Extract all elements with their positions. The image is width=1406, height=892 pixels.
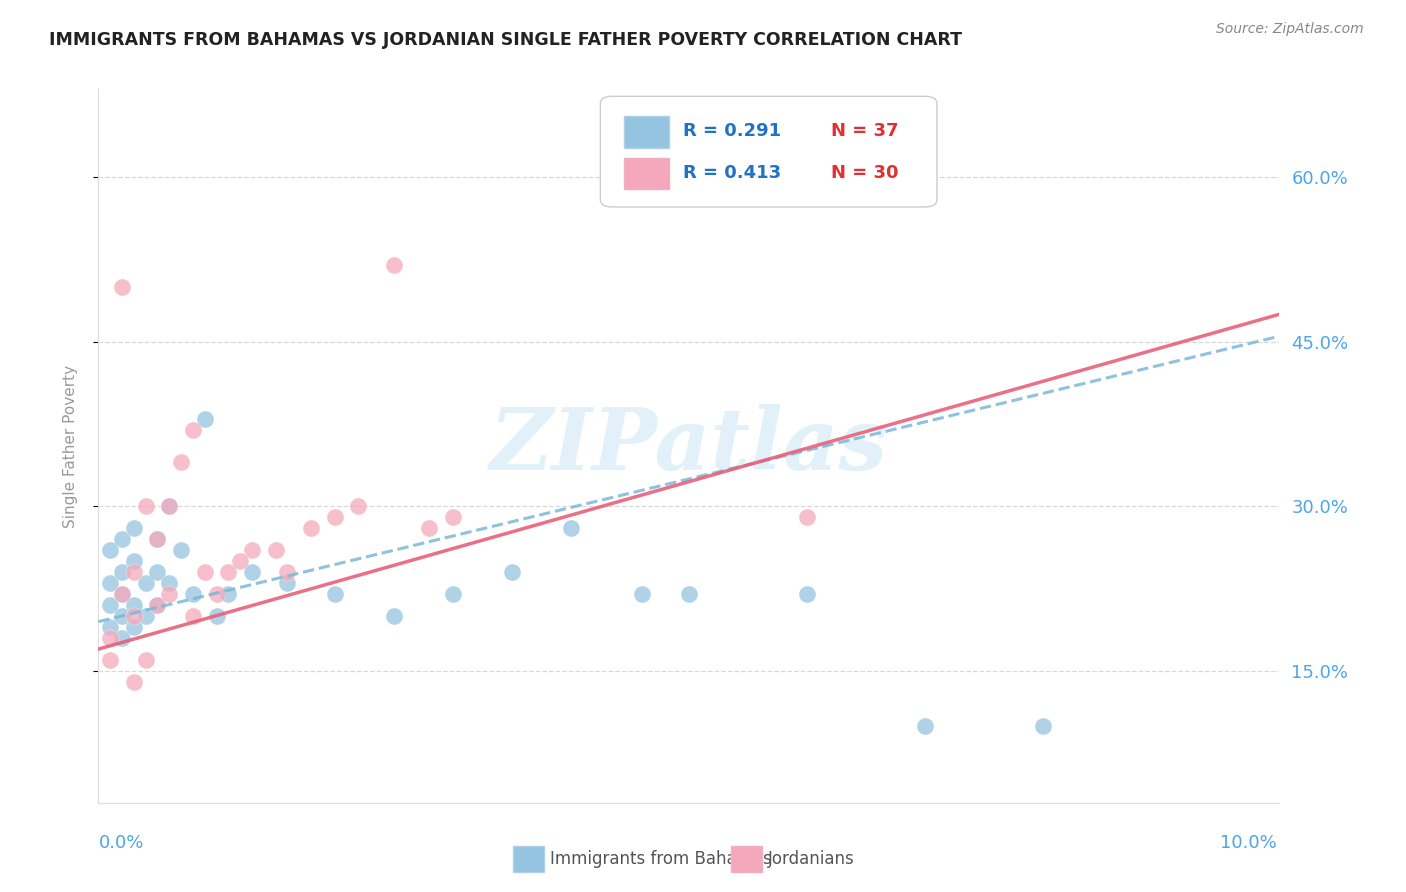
Point <box>382 258 405 272</box>
Point <box>157 500 180 514</box>
Point <box>170 543 193 558</box>
Point <box>98 598 121 612</box>
FancyBboxPatch shape <box>600 96 936 207</box>
FancyBboxPatch shape <box>624 158 669 189</box>
Point <box>630 587 652 601</box>
Text: R = 0.291: R = 0.291 <box>683 121 782 139</box>
Point <box>181 587 204 601</box>
Text: R = 0.413: R = 0.413 <box>683 164 782 182</box>
Point <box>135 576 157 591</box>
Point <box>98 653 121 667</box>
Point <box>146 566 169 580</box>
Point <box>678 587 700 601</box>
Point <box>914 719 936 733</box>
Point <box>146 533 169 547</box>
Point <box>441 587 464 601</box>
Point <box>501 566 523 580</box>
Point <box>122 598 145 612</box>
Text: Jordanians: Jordanians <box>768 850 855 868</box>
Point <box>441 510 464 524</box>
Point <box>111 587 134 601</box>
Point <box>157 576 180 591</box>
Text: N = 37: N = 37 <box>831 121 898 139</box>
Text: ZIPatlas: ZIPatlas <box>489 404 889 488</box>
Point <box>135 609 157 624</box>
Point <box>194 411 217 425</box>
Point <box>205 587 228 601</box>
Point <box>240 566 263 580</box>
Point <box>146 533 169 547</box>
Text: Source: ZipAtlas.com: Source: ZipAtlas.com <box>1216 22 1364 37</box>
Point <box>135 500 157 514</box>
Point <box>205 609 228 624</box>
Point <box>98 543 121 558</box>
Point <box>217 566 239 580</box>
Text: IMMIGRANTS FROM BAHAMAS VS JORDANIAN SINGLE FATHER POVERTY CORRELATION CHART: IMMIGRANTS FROM BAHAMAS VS JORDANIAN SIN… <box>49 31 962 49</box>
Y-axis label: Single Father Poverty: Single Father Poverty <box>63 365 77 527</box>
Point <box>323 510 346 524</box>
Point <box>323 587 346 601</box>
Point <box>111 609 134 624</box>
Point <box>181 609 204 624</box>
Point <box>111 631 134 645</box>
Point <box>157 587 180 601</box>
Point <box>276 576 298 591</box>
Point <box>122 620 145 634</box>
Point <box>382 609 405 624</box>
Point <box>111 566 134 580</box>
FancyBboxPatch shape <box>624 116 669 148</box>
Point <box>122 554 145 568</box>
Point <box>217 587 239 601</box>
Point <box>98 576 121 591</box>
Point <box>146 598 169 612</box>
Text: Immigrants from Bahamas: Immigrants from Bahamas <box>550 850 772 868</box>
Point <box>111 587 134 601</box>
Text: 10.0%: 10.0% <box>1220 834 1277 852</box>
Point <box>194 566 217 580</box>
Point <box>98 620 121 634</box>
Point <box>181 423 204 437</box>
Point <box>796 510 818 524</box>
Point <box>135 653 157 667</box>
Point <box>111 533 134 547</box>
Point <box>560 521 582 535</box>
Point <box>1032 719 1054 733</box>
Text: 0.0%: 0.0% <box>98 834 143 852</box>
Point <box>276 566 298 580</box>
Point <box>157 500 180 514</box>
Point <box>146 598 169 612</box>
Point <box>796 587 818 601</box>
Point <box>229 554 252 568</box>
Point <box>122 566 145 580</box>
Point <box>122 675 145 690</box>
Point <box>170 455 193 469</box>
Point <box>264 543 287 558</box>
Point <box>347 500 370 514</box>
Text: N = 30: N = 30 <box>831 164 898 182</box>
Point <box>240 543 263 558</box>
Point <box>418 521 440 535</box>
Point <box>122 521 145 535</box>
Point <box>111 280 134 294</box>
Point <box>122 609 145 624</box>
Point <box>98 631 121 645</box>
Point <box>299 521 322 535</box>
